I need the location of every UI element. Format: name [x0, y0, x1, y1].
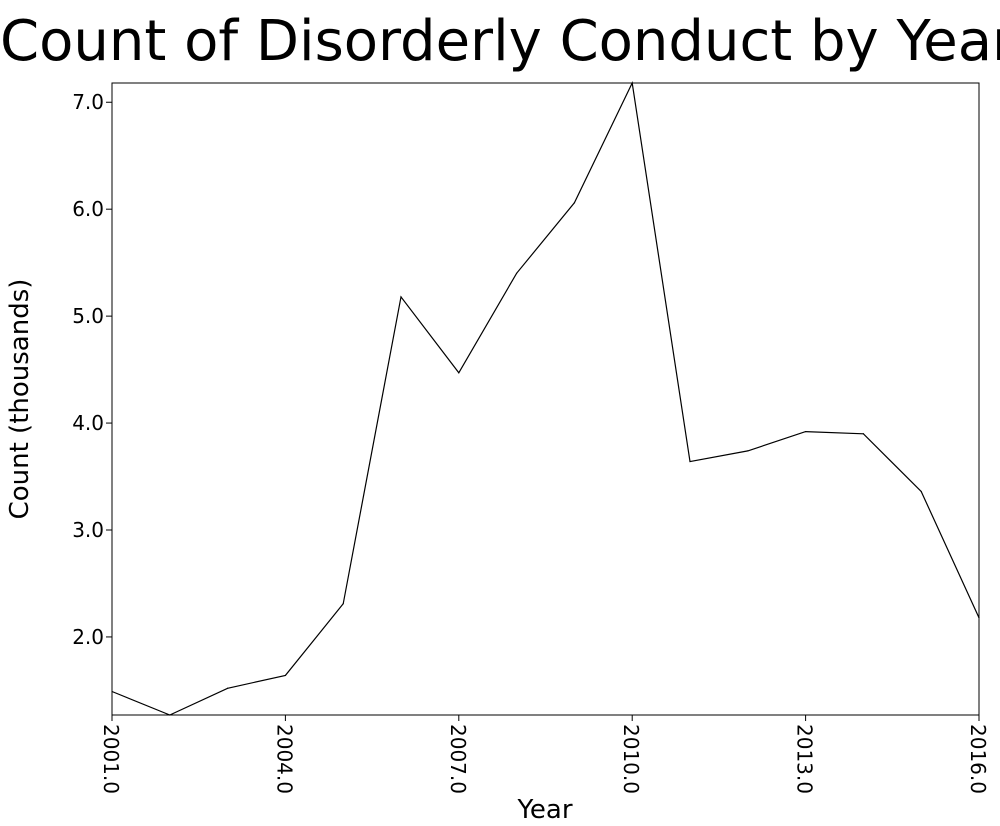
data-point — [227, 687, 229, 689]
data-point — [458, 372, 460, 374]
series-line — [111, 80, 980, 716]
x-tick-label: 2004.0 — [272, 724, 296, 794]
y-axis: 2.0 3.0 4.0 5.0 6.0 7.0 — [72, 90, 112, 649]
data-point — [805, 431, 807, 433]
plot-frame — [111, 82, 980, 716]
y-tick-label: 4.0 — [72, 411, 104, 435]
data-point — [862, 433, 865, 435]
y-tick-label: 7.0 — [72, 90, 104, 114]
x-tick-label: 2001.0 — [99, 724, 123, 794]
data-point — [631, 82, 633, 84]
x-tick-label: 2016.0 — [966, 724, 990, 794]
y-axis-title: Count (thousands) — [5, 279, 35, 520]
y-tick-label: 6.0 — [72, 197, 104, 221]
x-axis-title: Year — [516, 795, 572, 825]
x-tick-label: 2013.0 — [793, 724, 817, 794]
data-point — [747, 450, 749, 452]
y-tick-label: 5.0 — [72, 304, 104, 328]
x-axis: 2001.0 2004.0 2007.0 2010.0 2013.0 2016.0 — [99, 715, 990, 794]
data-point — [400, 296, 402, 298]
data-point — [342, 603, 344, 605]
x-tick-label: 2010.0 — [619, 724, 643, 794]
data-point — [689, 460, 691, 463]
y-tick-label: 3.0 — [72, 518, 104, 542]
data-point — [284, 674, 286, 677]
x-tick-label: 2007.0 — [446, 724, 470, 794]
y-tick-label: 2.0 — [72, 625, 104, 649]
data-point — [169, 714, 171, 716]
data-point — [920, 490, 922, 493]
series-points — [111, 82, 980, 716]
data-point — [111, 690, 113, 693]
data-point — [516, 272, 518, 274]
chart-title: Count of Disorderly Conduct by Year — [0, 9, 1000, 74]
data-point — [978, 617, 980, 619]
data-point — [573, 202, 576, 204]
